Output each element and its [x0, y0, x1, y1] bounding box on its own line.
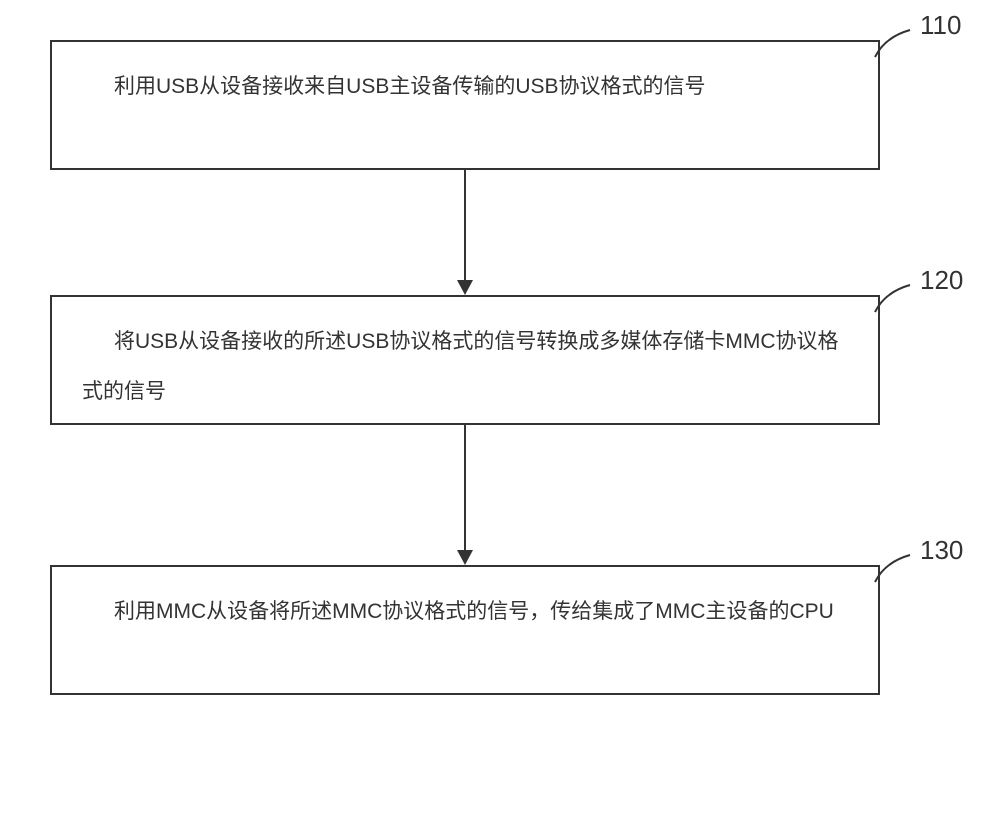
flowchart-step-3-text: 利用MMC从设备将所述MMC协议格式的信号，传给集成了MMC主设备的CPU — [82, 587, 848, 637]
flowchart-step-1: 利用USB从设备接收来自USB主设备传输的USB协议格式的信号 — [50, 40, 880, 170]
flowchart-arrowhead-1 — [457, 280, 473, 295]
flowchart-step-2-text: 将USB从设备接收的所述USB协议格式的信号转换成多媒体存储卡MMC协议格式的信… — [82, 317, 848, 418]
flowchart-label-3: 130 — [920, 535, 963, 566]
flowchart-step-3: 利用MMC从设备将所述MMC协议格式的信号，传给集成了MMC主设备的CPU — [50, 565, 880, 695]
flowchart-step-2: 将USB从设备接收的所述USB协议格式的信号转换成多媒体存储卡MMC协议格式的信… — [50, 295, 880, 425]
flowchart-arrow-1 — [464, 170, 466, 280]
flowchart-arrow-2 — [464, 425, 466, 550]
flowchart-container: 利用USB从设备接收来自USB主设备传输的USB协议格式的信号 110 将USB… — [50, 40, 950, 780]
flowchart-label-2: 120 — [920, 265, 963, 296]
flowchart-label-1: 110 — [920, 10, 961, 41]
flowchart-arrowhead-2 — [457, 550, 473, 565]
flowchart-step-1-text: 利用USB从设备接收来自USB主设备传输的USB协议格式的信号 — [82, 62, 848, 112]
